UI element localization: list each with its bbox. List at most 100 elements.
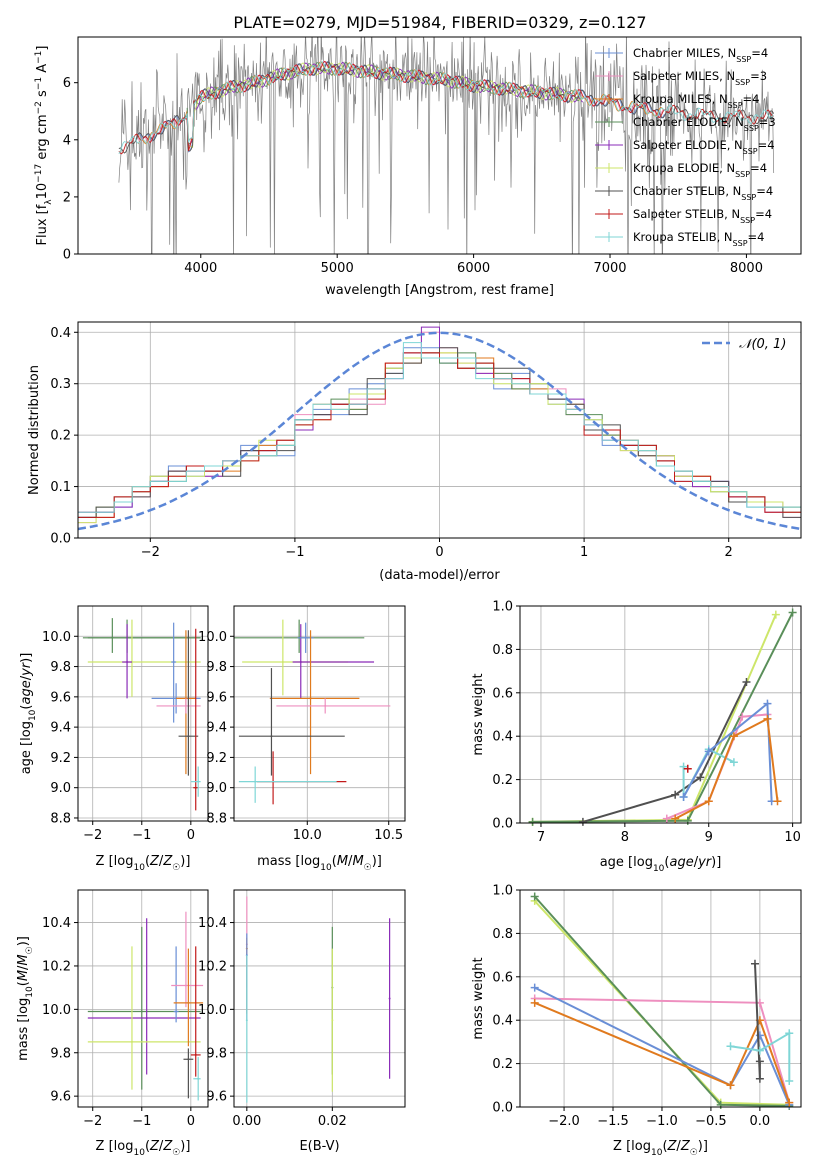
plus-marker	[704, 797, 713, 806]
y-tick-label: 10.4	[42, 916, 71, 931]
data-point	[194, 1053, 197, 1056]
plus-marker	[763, 699, 772, 708]
plus-marker	[726, 1081, 735, 1090]
x-tick-label: 0	[187, 828, 195, 843]
x-tick-label: 2	[725, 545, 733, 560]
y-tick-label: 0.8	[492, 643, 513, 658]
x-tick-label: 4000	[184, 261, 217, 276]
plus-marker	[662, 814, 671, 823]
x-tick-label: 6000	[457, 261, 490, 276]
y-tick-label: 9.6	[206, 690, 227, 705]
y-tick-label: 6	[63, 76, 71, 91]
errorbar-plot	[245, 896, 391, 1103]
series-line	[682, 701, 773, 802]
hist-plot	[78, 326, 801, 538]
y-tick-label: 8.8	[50, 811, 71, 826]
x-axis-label: Z [log10(Z/Z☉)]	[613, 1139, 708, 1158]
y-tick-label: 0.2	[50, 429, 71, 444]
residuals-panel: −2 −1 0 1 2 0.0 0.1 0.2 0.3 0.4 (data-model)/error…	[27, 321, 802, 583]
y-tick-label: 10.0	[198, 630, 227, 645]
y-tick-label: 8.8	[206, 811, 227, 826]
x-tick-label: 0.0	[750, 1114, 771, 1129]
y-tick-label: 0.8	[492, 927, 513, 942]
mass-vs-EBV-panel: 0.00 0.02 9.6 9.8 10.0 10.2 10.4 E(B-V)	[198, 889, 406, 1154]
plus-marker	[683, 764, 692, 773]
plus-marker	[671, 814, 680, 823]
x-tick-label: 7	[537, 830, 545, 845]
weight-vs-Z-panel: −2.0 −1.5 −1.0 −0.5 0.0 0.0 0.2 0.4 0.6 0.8 1.0 Z […	[471, 884, 802, 1158]
x-axis-label: Z [log10(Z/Z☉)]	[96, 1139, 191, 1158]
data-point	[175, 1010, 178, 1013]
x-tick-label: −2	[83, 828, 102, 843]
y-tick-label: 10.0	[42, 630, 71, 645]
data-point	[194, 786, 197, 789]
plus-marker	[755, 1046, 764, 1055]
y-tick-label: 0.0	[492, 817, 513, 832]
y-axis-label: mass weight	[471, 673, 486, 755]
y-tick-label: 0.0	[492, 1101, 513, 1116]
plus-marker	[530, 892, 539, 901]
legend-entry: Salpeter STELIB, NSSP=4	[633, 207, 772, 225]
y-axis-label: Normed distribution	[27, 365, 42, 495]
x-tick-label: 0	[187, 1114, 195, 1129]
series-line	[730, 1031, 791, 1081]
plus-marker	[773, 797, 782, 806]
age-vs-Z-panel: −2 −1 0 8.8 9.0 9.2 9.4 9.6 9.8 10.0 Z [log10(Z/Z☉…	[19, 605, 209, 873]
data-point	[187, 1058, 190, 1061]
legend-entry: Chabrier ELODIE, NSSP=3	[633, 115, 776, 133]
y-tick-label: 9.4	[206, 721, 227, 736]
x-tick-label: 8	[621, 830, 629, 845]
data-point	[111, 636, 114, 639]
plus-marker	[726, 1042, 735, 1051]
axes-frame	[77, 36, 802, 255]
x-axis-label: mass [log10(M/M☉)]	[257, 854, 382, 873]
legend-entry: Salpeter MILES, NSSP=3	[633, 69, 767, 87]
y-axis-label: mass [log10(M/M☉)]	[16, 936, 35, 1061]
plus-marker	[750, 959, 759, 968]
x-axis-label: E(B-V)	[299, 1139, 339, 1154]
plus-marker	[755, 1074, 764, 1083]
y-tick-label: 9.6	[50, 690, 71, 705]
x-tick-label: −1.0	[646, 1114, 678, 1129]
y-axis-label: age [log10(age/yr)]	[19, 653, 38, 775]
plus-marker	[785, 1029, 794, 1038]
errorbar-plot	[234, 619, 391, 805]
axes-frame	[519, 605, 802, 824]
y-tick-label: 9.8	[50, 660, 71, 675]
legend-entry: 𝒩(0, 1)	[739, 337, 786, 352]
y-tick-label: 9.2	[206, 751, 227, 766]
x-axis-label: age [log10(age/yr)]	[600, 855, 722, 874]
axes-frame	[77, 889, 209, 1108]
data-point	[245, 1019, 248, 1022]
y-tick-label: 9.6	[206, 1090, 227, 1105]
x-tick-label: −2	[141, 545, 160, 560]
y-tick-label: 0.0	[50, 532, 71, 547]
x-tick-label: −1	[285, 545, 304, 560]
legend-entry: Chabrier MILES, NSSP=4	[633, 46, 768, 64]
y-tick-label: 9.8	[206, 1046, 227, 1061]
plus-marker	[785, 1098, 794, 1107]
plus-marker	[530, 983, 539, 992]
data-point	[309, 697, 312, 700]
y-axis-label: mass weight	[471, 957, 486, 1039]
plus-marker	[530, 998, 539, 1007]
x-axis-label: wavelength [Angstrom, rest frame]	[325, 283, 554, 298]
y-tick-label: 9.6	[50, 1090, 71, 1105]
y-tick-label: 9.4	[50, 721, 71, 736]
y-tick-label: 0.4	[492, 730, 513, 745]
y-tick-label: 0	[63, 248, 71, 263]
x-tick-label: −2	[83, 1114, 102, 1129]
model-line-kroupa-stelib	[118, 61, 774, 155]
plus-marker	[742, 677, 751, 686]
data-point	[145, 1017, 148, 1020]
legend: Chabrier MILES, NSSP=4 Salpeter MILES, NS…	[595, 46, 776, 248]
axes-frame	[233, 889, 406, 1108]
y-tick-label: 0.1	[50, 480, 71, 495]
data-point	[270, 735, 273, 738]
y-tick-label: 0.4	[50, 326, 71, 341]
line-plot	[528, 608, 797, 826]
y-tick-label: 2	[63, 190, 71, 205]
y-axis-label: Flux [fλ10−17 erg cm−2 s−1 A−1]	[34, 46, 54, 246]
plus-marker	[771, 610, 780, 619]
